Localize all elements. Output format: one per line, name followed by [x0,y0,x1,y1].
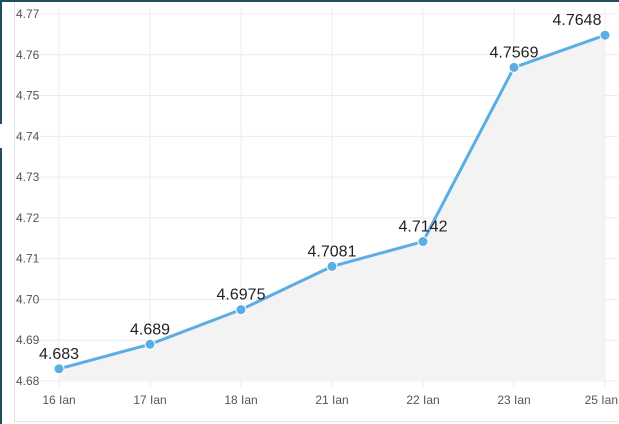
data-label: 4.689 [130,321,170,338]
x-tick-label: 25 Ian [585,393,618,407]
left-border-line [0,2,2,124]
y-tick-label: 4.69 [16,333,40,347]
chart-frame [14,2,618,422]
data-point [235,304,247,316]
x-tick-label: 21 Ian [315,393,348,407]
data-label: 4.7081 [308,243,357,260]
y-tick-label: 4.76 [16,48,40,62]
y-tick-label: 4.71 [16,252,40,266]
x-tick-label: 18 Ian [224,393,257,407]
y-tick-label: 4.68 [16,374,40,388]
data-labels: 4.683 4.689 4.6975 4.7081 4.7142 4.7569 4.7648 [39,12,602,363]
data-point [508,61,520,73]
x-tick-label: 23 Ian [497,393,530,407]
data-point [53,363,65,375]
data-label: 4.7569 [490,44,539,61]
data-point [326,260,338,272]
y-tick-label: 4.72 [16,211,40,225]
data-label: 4.7142 [399,219,448,236]
y-tick-label: 4.70 [16,292,40,306]
marker-layer [53,29,611,375]
y-tick-label: 4.77 [16,7,40,21]
data-label: 4.6975 [217,287,266,304]
x-tick-label: 16 Ian [42,393,75,407]
data-point [144,338,156,350]
y-tick-label: 4.73 [16,170,40,184]
data-point [417,236,429,248]
top-border-line [0,0,619,2]
y-tick-label: 4.75 [16,89,40,103]
series-area-fill [59,35,605,382]
x-tick-label: 17 Ian [133,393,166,407]
data-label: 4.7648 [553,12,602,29]
data-label: 4.683 [39,346,79,363]
y-axis-ticks: 4.68 4.69 4.70 4.71 4.72 4.73 4.74 4.75 4.76 4.77 [16,7,40,388]
data-point [599,29,611,41]
y-tick-label: 4.74 [16,129,40,143]
left-border-line [0,148,2,424]
x-axis-ticks: 16 Ian 17 Ian 18 Ian 21 Ian 22 Ian 23 Ian 25 I… [42,393,618,407]
area-fill-layer [59,35,605,382]
x-tick-label: 22 Ian [406,393,439,407]
